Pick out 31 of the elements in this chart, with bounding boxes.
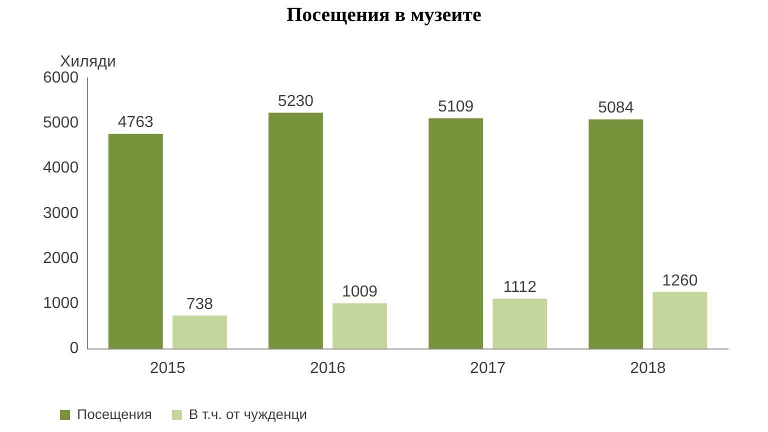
- bar: [492, 298, 548, 349]
- y-tick-label: 5000: [43, 114, 79, 132]
- y-tick-label: 0: [70, 340, 79, 358]
- y-tick-label: 6000: [43, 69, 79, 86]
- y-tick-label: 3000: [43, 204, 79, 222]
- legend-label: В т.ч. от чужденци: [188, 406, 308, 422]
- bar: [332, 303, 387, 349]
- legend-label: Посещения: [77, 406, 152, 422]
- y-tick-label: 2000: [43, 250, 79, 267]
- y-tick-label: 4000: [43, 160, 79, 177]
- data-label: 5109: [438, 98, 474, 116]
- y-tick-label: 1000: [43, 295, 79, 312]
- bar: [172, 315, 227, 349]
- bar: [108, 134, 163, 349]
- x-tick-label: 2017: [470, 360, 506, 377]
- data-label: 4763: [118, 114, 154, 132]
- data-label: 1260: [662, 272, 698, 290]
- x-tick-label: 2016: [310, 360, 346, 377]
- bar: [428, 118, 484, 349]
- data-label: 5230: [278, 93, 314, 110]
- bar: [652, 292, 708, 349]
- data-label: 738: [186, 296, 214, 313]
- data-label: 1112: [503, 279, 537, 296]
- chart-title: Посещения в музеите: [286, 4, 482, 26]
- x-tick-label: 2015: [150, 360, 186, 377]
- data-label: 5084: [598, 100, 634, 117]
- bar: [268, 112, 323, 349]
- y-axis-title: Хиляди: [60, 53, 116, 70]
- bar: [588, 119, 644, 349]
- data-label: 1009: [342, 284, 378, 301]
- x-tick-label: 2018: [630, 360, 666, 377]
